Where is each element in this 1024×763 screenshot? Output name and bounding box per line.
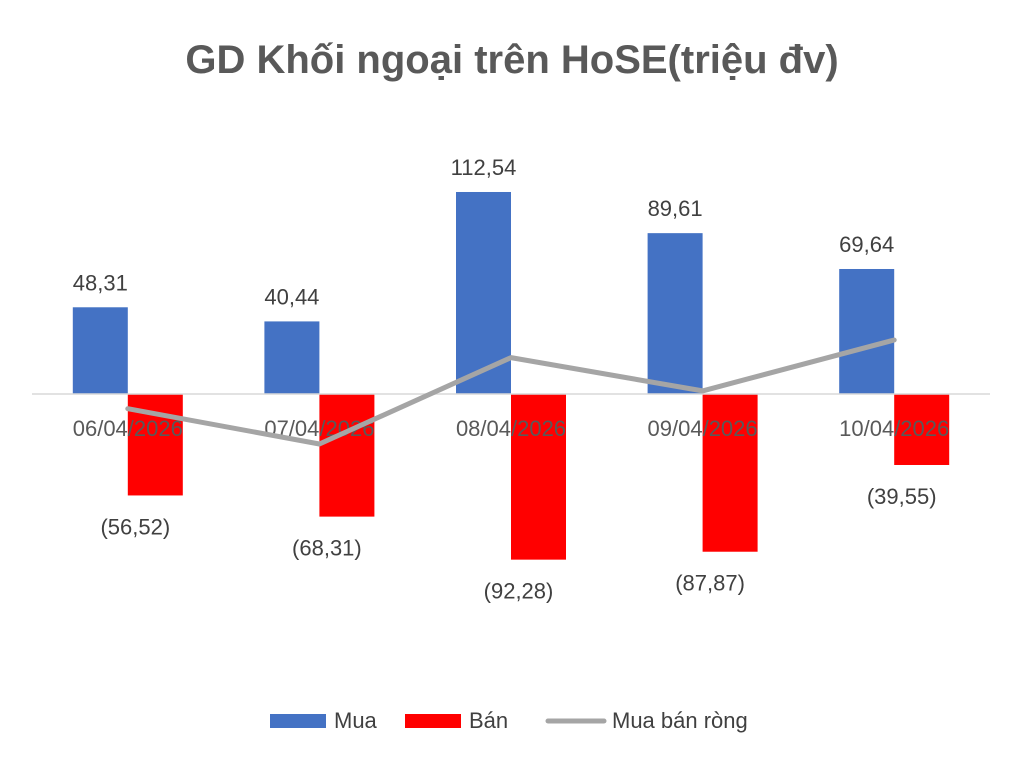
- x-tick-label: 08/04/2026: [456, 416, 566, 441]
- x-tick-label: 10/04/2026: [839, 416, 949, 441]
- bar-ban: [894, 394, 950, 465]
- bar-ban: [511, 394, 566, 560]
- plot-area: 48,31 (56,52) 40,44 (68,31) 112,54 (92,28) 89,…: [32, 155, 990, 604]
- legend-swatch: [270, 714, 326, 728]
- line-mua-ban-rong: [125, 337, 897, 447]
- legend-label: Bán: [469, 708, 508, 733]
- data-label-ban: (87,87): [675, 571, 745, 596]
- data-label-mua: 69,64: [839, 232, 894, 257]
- legend: Mua Bán Mua bán ròng: [270, 708, 748, 733]
- bar-ban: [319, 394, 375, 517]
- bar-mua: [72, 307, 128, 394]
- bar-mua: [839, 268, 895, 394]
- data-label-mua: 40,44: [264, 284, 319, 309]
- chart-title: GD Khối ngoại trên HoSE(triệu đv): [185, 38, 838, 82]
- bar-mua: [264, 321, 320, 394]
- legend-label: Mua bán ròng: [612, 708, 748, 733]
- x-tick-label: 06/04/2026: [73, 416, 183, 441]
- data-label-mua: 112,54: [451, 155, 517, 180]
- data-label-ban: (39,55): [867, 484, 937, 509]
- x-tick-label: 09/04/2026: [648, 416, 758, 441]
- legend-swatch: [405, 714, 461, 728]
- legend-label: Mua: [334, 708, 378, 733]
- data-label-ban: (68,31): [292, 536, 362, 561]
- bar-ban: [702, 394, 758, 552]
- data-label-ban: (56,52): [100, 514, 170, 539]
- data-label-ban: (92,28): [484, 579, 554, 604]
- data-label-mua: 89,61: [648, 196, 703, 221]
- bar-mua: [647, 233, 703, 394]
- data-label-mua: 48,31: [73, 270, 128, 295]
